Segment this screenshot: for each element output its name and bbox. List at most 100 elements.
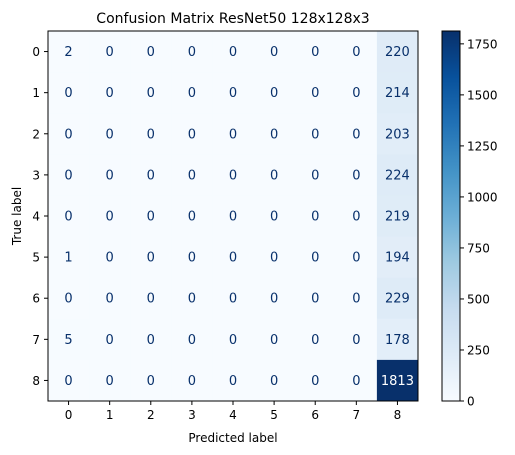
cell-value-label: 0 (229, 168, 237, 183)
x-tick-label: 6 (311, 408, 319, 422)
heatmap-cell (212, 359, 254, 402)
cell-value-label: 0 (270, 127, 278, 142)
heatmap-cell (171, 236, 213, 279)
y-tick-label: 2 (32, 127, 40, 141)
heatmap-cell (48, 31, 90, 73)
cell-value-label: 0 (270, 292, 278, 307)
x-tick-label: 2 (147, 408, 155, 422)
heatmap-cell (376, 359, 419, 402)
cell-value-label: 0 (311, 251, 319, 266)
colorbar (441, 30, 461, 402)
cell-value-label: 0 (64, 168, 72, 183)
cell-value-label: 0 (147, 210, 155, 225)
cell-value-label: 178 (385, 333, 410, 348)
cell-value-label: 0 (352, 292, 360, 307)
heatmap-cell (335, 236, 378, 279)
cell-value-label: 0 (270, 333, 278, 348)
y-axis-ticks: 0 1 2 3 4 5 6 7 8 (32, 45, 48, 388)
cell-value-label: 0 (147, 168, 155, 183)
heatmap-cell (130, 154, 172, 196)
heatmap-cell (335, 113, 378, 155)
heatmap-cell (294, 31, 337, 73)
x-tick-label: 4 (229, 408, 237, 422)
heatmap-cell (253, 154, 296, 196)
heatmap-cell (89, 72, 131, 114)
heatmap-cell (212, 72, 254, 114)
cell-value-label: 0 (311, 86, 319, 101)
cell-value-label: 0 (229, 292, 237, 307)
heatmap-cell (294, 113, 337, 155)
heatmap-cell (48, 72, 90, 114)
heatmap-cell (89, 31, 131, 73)
heatmap-cell (48, 277, 90, 320)
cell-value-label: 214 (385, 86, 410, 101)
heatmap-cell (294, 277, 337, 320)
heatmap-cell (171, 277, 213, 320)
heatmap-cell (376, 113, 419, 155)
cell-value-label: 0 (147, 45, 155, 60)
cell-value-label: 0 (188, 86, 196, 101)
cell-value-label: 0 (352, 45, 360, 60)
cell-value-label: 0 (229, 374, 237, 389)
heatmap-cell (89, 236, 131, 279)
cell-value-label: 0 (229, 86, 237, 101)
cell-value-label: 0 (229, 333, 237, 348)
heatmap-cell (376, 277, 419, 320)
cell-value-label: 0 (188, 45, 196, 60)
y-tick-label: 5 (32, 251, 40, 265)
cell-value-label: 0 (147, 86, 155, 101)
heatmap-cell (212, 154, 254, 196)
y-tick-label: 3 (32, 168, 40, 182)
cell-value-label: 0 (188, 127, 196, 142)
heatmap-cell (89, 154, 131, 196)
heatmap-cell (376, 154, 419, 196)
cell-value-label: 0 (106, 210, 114, 225)
heatmap-cell (171, 318, 213, 361)
cell-value-label: 0 (352, 210, 360, 225)
heatmap-cell (294, 359, 337, 402)
cell-value-label: 0 (352, 251, 360, 266)
heatmap-cell (212, 318, 254, 361)
cell-value-label: 0 (311, 374, 319, 389)
chart-title: Confusion Matrix ResNet50 128x128x3 (96, 11, 369, 27)
cell-value-label: 0 (64, 210, 72, 225)
cell-value-label: 0 (229, 251, 237, 266)
cell-value-label: 0 (352, 86, 360, 101)
cell-value-label: 219 (385, 210, 410, 225)
heatmap-cell (253, 72, 296, 114)
heatmap-cell (335, 72, 378, 114)
heatmap-cell (294, 195, 337, 237)
heatmap-cell (89, 359, 131, 402)
cell-value-label: 224 (385, 168, 410, 183)
cell-value-label: 0 (147, 127, 155, 142)
heatmap-cell (376, 236, 419, 279)
heatmap-cell (253, 113, 296, 155)
heatmap-cell (130, 359, 172, 402)
heatmap-cell (48, 195, 90, 237)
cell-value-label: 0 (106, 251, 114, 266)
heatmap-cell (171, 195, 213, 237)
heatmap-cell (48, 113, 90, 155)
cell-value-label: 0 (311, 127, 319, 142)
y-axis-label: True label (10, 187, 24, 246)
cell-value-label: 0 (188, 333, 196, 348)
heatmap-cell (171, 72, 213, 114)
cell-value-label: 0 (106, 292, 114, 307)
heatmap-cell (376, 31, 419, 73)
cell-value-label: 0 (311, 168, 319, 183)
x-tick-label: 8 (394, 408, 402, 422)
cell-value-label: 0 (270, 45, 278, 60)
cell-value-label: 0 (106, 333, 114, 348)
heatmap-cell (130, 113, 172, 155)
cell-value-label: 0 (188, 292, 196, 307)
cell-value-label: 0 (106, 45, 114, 60)
heatmap-cell (294, 154, 337, 196)
colorbar-tick-label: 750 (467, 241, 490, 255)
heatmap-cell (171, 154, 213, 196)
heatmap-cell (253, 277, 296, 320)
cell-value-label: 0 (352, 333, 360, 348)
heatmap-cell (253, 31, 296, 73)
heatmap-cell (171, 31, 213, 73)
cell-value-label: 0 (311, 333, 319, 348)
y-tick-label: 0 (32, 45, 40, 59)
